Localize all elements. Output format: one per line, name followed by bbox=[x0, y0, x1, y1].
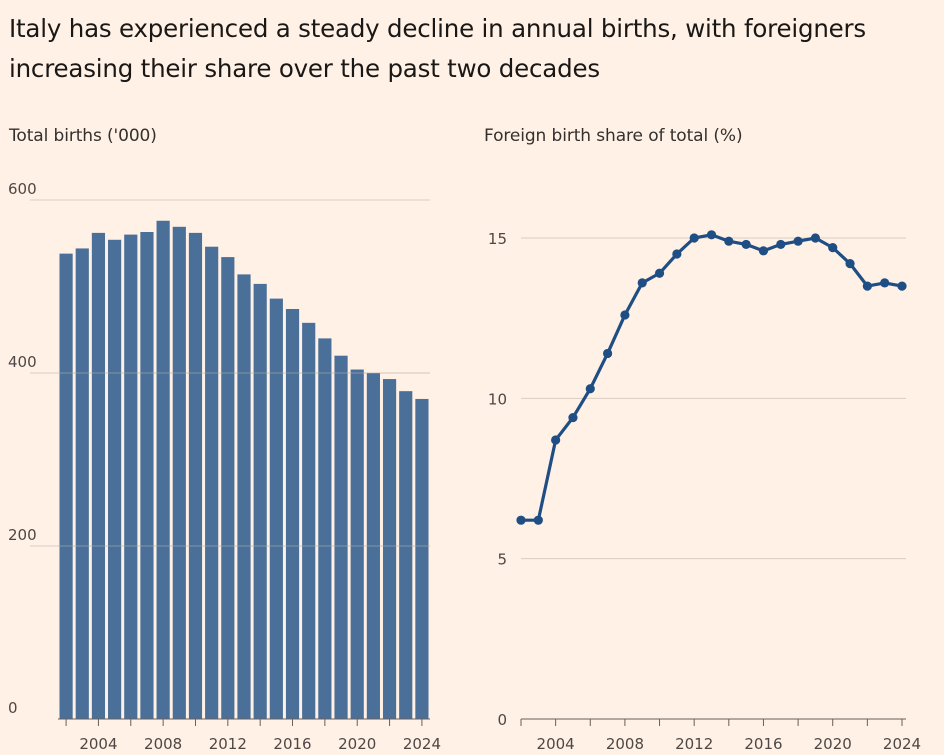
births-bar bbox=[188, 232, 203, 719]
births-bar bbox=[156, 220, 170, 719]
births-x-tick-label: 2008 bbox=[144, 735, 182, 753]
share-data-point bbox=[654, 268, 665, 278]
births-x-tick-label: 2012 bbox=[209, 735, 247, 753]
share-data-point bbox=[551, 435, 561, 445]
share-data-point bbox=[880, 278, 890, 288]
share-data-point bbox=[637, 278, 647, 288]
births-bar-chart: 0 200 400 600 2004 2008 2012 2016 2020 2024 bbox=[8, 180, 441, 753]
share-x-tick-label: 2008 bbox=[606, 735, 644, 753]
share-data-point bbox=[793, 236, 803, 246]
share-data-point bbox=[602, 348, 613, 359]
share-data-point bbox=[862, 281, 872, 291]
births-bar bbox=[205, 246, 219, 719]
births-bar bbox=[285, 308, 300, 719]
births-bar bbox=[108, 239, 122, 720]
share-y-tick-label: 5 bbox=[497, 551, 507, 569]
share-data-point bbox=[585, 384, 595, 394]
share-data-point bbox=[897, 281, 907, 291]
share-data-point bbox=[758, 246, 769, 256]
births-bar bbox=[253, 283, 267, 719]
births-y-tick-label: 400 bbox=[8, 353, 37, 371]
share-y-tick-label: 15 bbox=[488, 230, 507, 248]
foreign-share-chart-title: Foreign birth share of total (%) bbox=[484, 126, 743, 146]
births-bar bbox=[59, 253, 73, 719]
share-data-point bbox=[741, 239, 751, 250]
births-x-tick-label: 2024 bbox=[403, 735, 441, 753]
births-bar bbox=[221, 257, 235, 719]
births-y-tick-label: 200 bbox=[8, 526, 37, 544]
share-data-point bbox=[776, 239, 786, 250]
share-y-tick-label: 10 bbox=[488, 390, 507, 408]
births-x-tick-label: 2004 bbox=[79, 735, 117, 753]
births-bar bbox=[75, 248, 89, 719]
chart-headline: Italy has experienced a steady decline i… bbox=[9, 14, 866, 83]
share-data-point bbox=[533, 515, 543, 525]
share-data-point bbox=[828, 243, 838, 253]
births-chart-title: Total births ('000) bbox=[9, 126, 157, 146]
share-series-line bbox=[519, 233, 904, 522]
births-y-tick-label: 600 bbox=[8, 180, 37, 198]
births-bar bbox=[399, 391, 413, 719]
births-bar bbox=[382, 379, 397, 719]
births-bar bbox=[172, 226, 186, 719]
share-data-point bbox=[845, 259, 855, 269]
share-x-tick-label: 2016 bbox=[744, 735, 782, 753]
births-bar bbox=[124, 234, 138, 719]
share-data-point bbox=[672, 249, 682, 259]
births-bar bbox=[302, 322, 316, 719]
share-y-tick-label: 0 bbox=[497, 711, 507, 729]
share-x-tick-label: 2024 bbox=[883, 735, 921, 753]
share-x-tick-label: 2004 bbox=[537, 735, 575, 753]
births-bar bbox=[140, 232, 154, 719]
births-bar bbox=[269, 298, 283, 719]
births-bar bbox=[318, 338, 332, 719]
foreign-share-line-chart: 0 5 10 15 2004 2008 2012 2016 2020 2024 bbox=[488, 230, 921, 753]
share-data-point bbox=[810, 233, 821, 243]
share-data-point bbox=[568, 412, 578, 423]
births-x-tick-label: 2020 bbox=[338, 735, 376, 753]
share-data-point bbox=[689, 233, 699, 243]
births-bar bbox=[415, 398, 429, 719]
births-bar bbox=[237, 274, 251, 719]
share-data-point bbox=[516, 515, 526, 525]
share-data-point bbox=[724, 236, 734, 246]
births-bar bbox=[91, 232, 106, 719]
births-x-tick-label: 2016 bbox=[273, 735, 311, 753]
share-x-tick-label: 2012 bbox=[675, 735, 713, 753]
share-x-tick-label: 2020 bbox=[814, 735, 852, 753]
share-data-point bbox=[620, 310, 630, 320]
share-data-point bbox=[706, 230, 717, 240]
births-bar bbox=[334, 355, 348, 719]
births-y-tick-label: 0 bbox=[8, 699, 18, 717]
births-bar bbox=[350, 369, 364, 719]
